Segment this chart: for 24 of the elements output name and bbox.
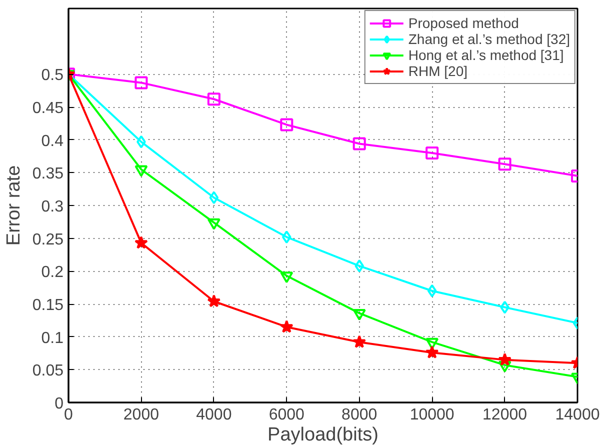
legend-label: Proposed method <box>408 15 519 31</box>
x-tick-label: 2000 <box>123 406 160 424</box>
y-axis-title: Error rate <box>3 165 24 246</box>
x-tick-label: 4000 <box>196 406 232 424</box>
y-tick-label: 0.25 <box>32 231 64 248</box>
legend-label: Zhang et al.’s method [32] <box>408 31 570 47</box>
y-tick-label: 0.45 <box>32 100 64 117</box>
legend-label: Hong et al.’s method [31] <box>408 47 564 63</box>
x-tick-label: 10000 <box>410 406 454 424</box>
y-tick-label: 0.35 <box>32 166 64 183</box>
legend-label: RHM [20] <box>408 63 468 79</box>
y-tick-label: 0.1 <box>41 330 64 347</box>
x-axis-title: Payload(bits) <box>268 424 378 446</box>
y-tick-label: 0.3 <box>41 198 64 216</box>
x-tick-label: 6000 <box>268 406 305 424</box>
x-tick-label: 12000 <box>482 406 528 424</box>
y-tick-label: 0.5 <box>41 67 64 84</box>
y-tick-label: 0.2 <box>41 264 64 282</box>
x-tick-label: 8000 <box>342 406 378 424</box>
y-tick-label: 0.05 <box>32 362 64 380</box>
y-tick-label: 0.4 <box>41 132 64 150</box>
y-tick-label: 0 <box>54 396 64 412</box>
y-tick-label: 0.15 <box>32 297 64 314</box>
x-tick-label: 14000 <box>555 406 600 424</box>
